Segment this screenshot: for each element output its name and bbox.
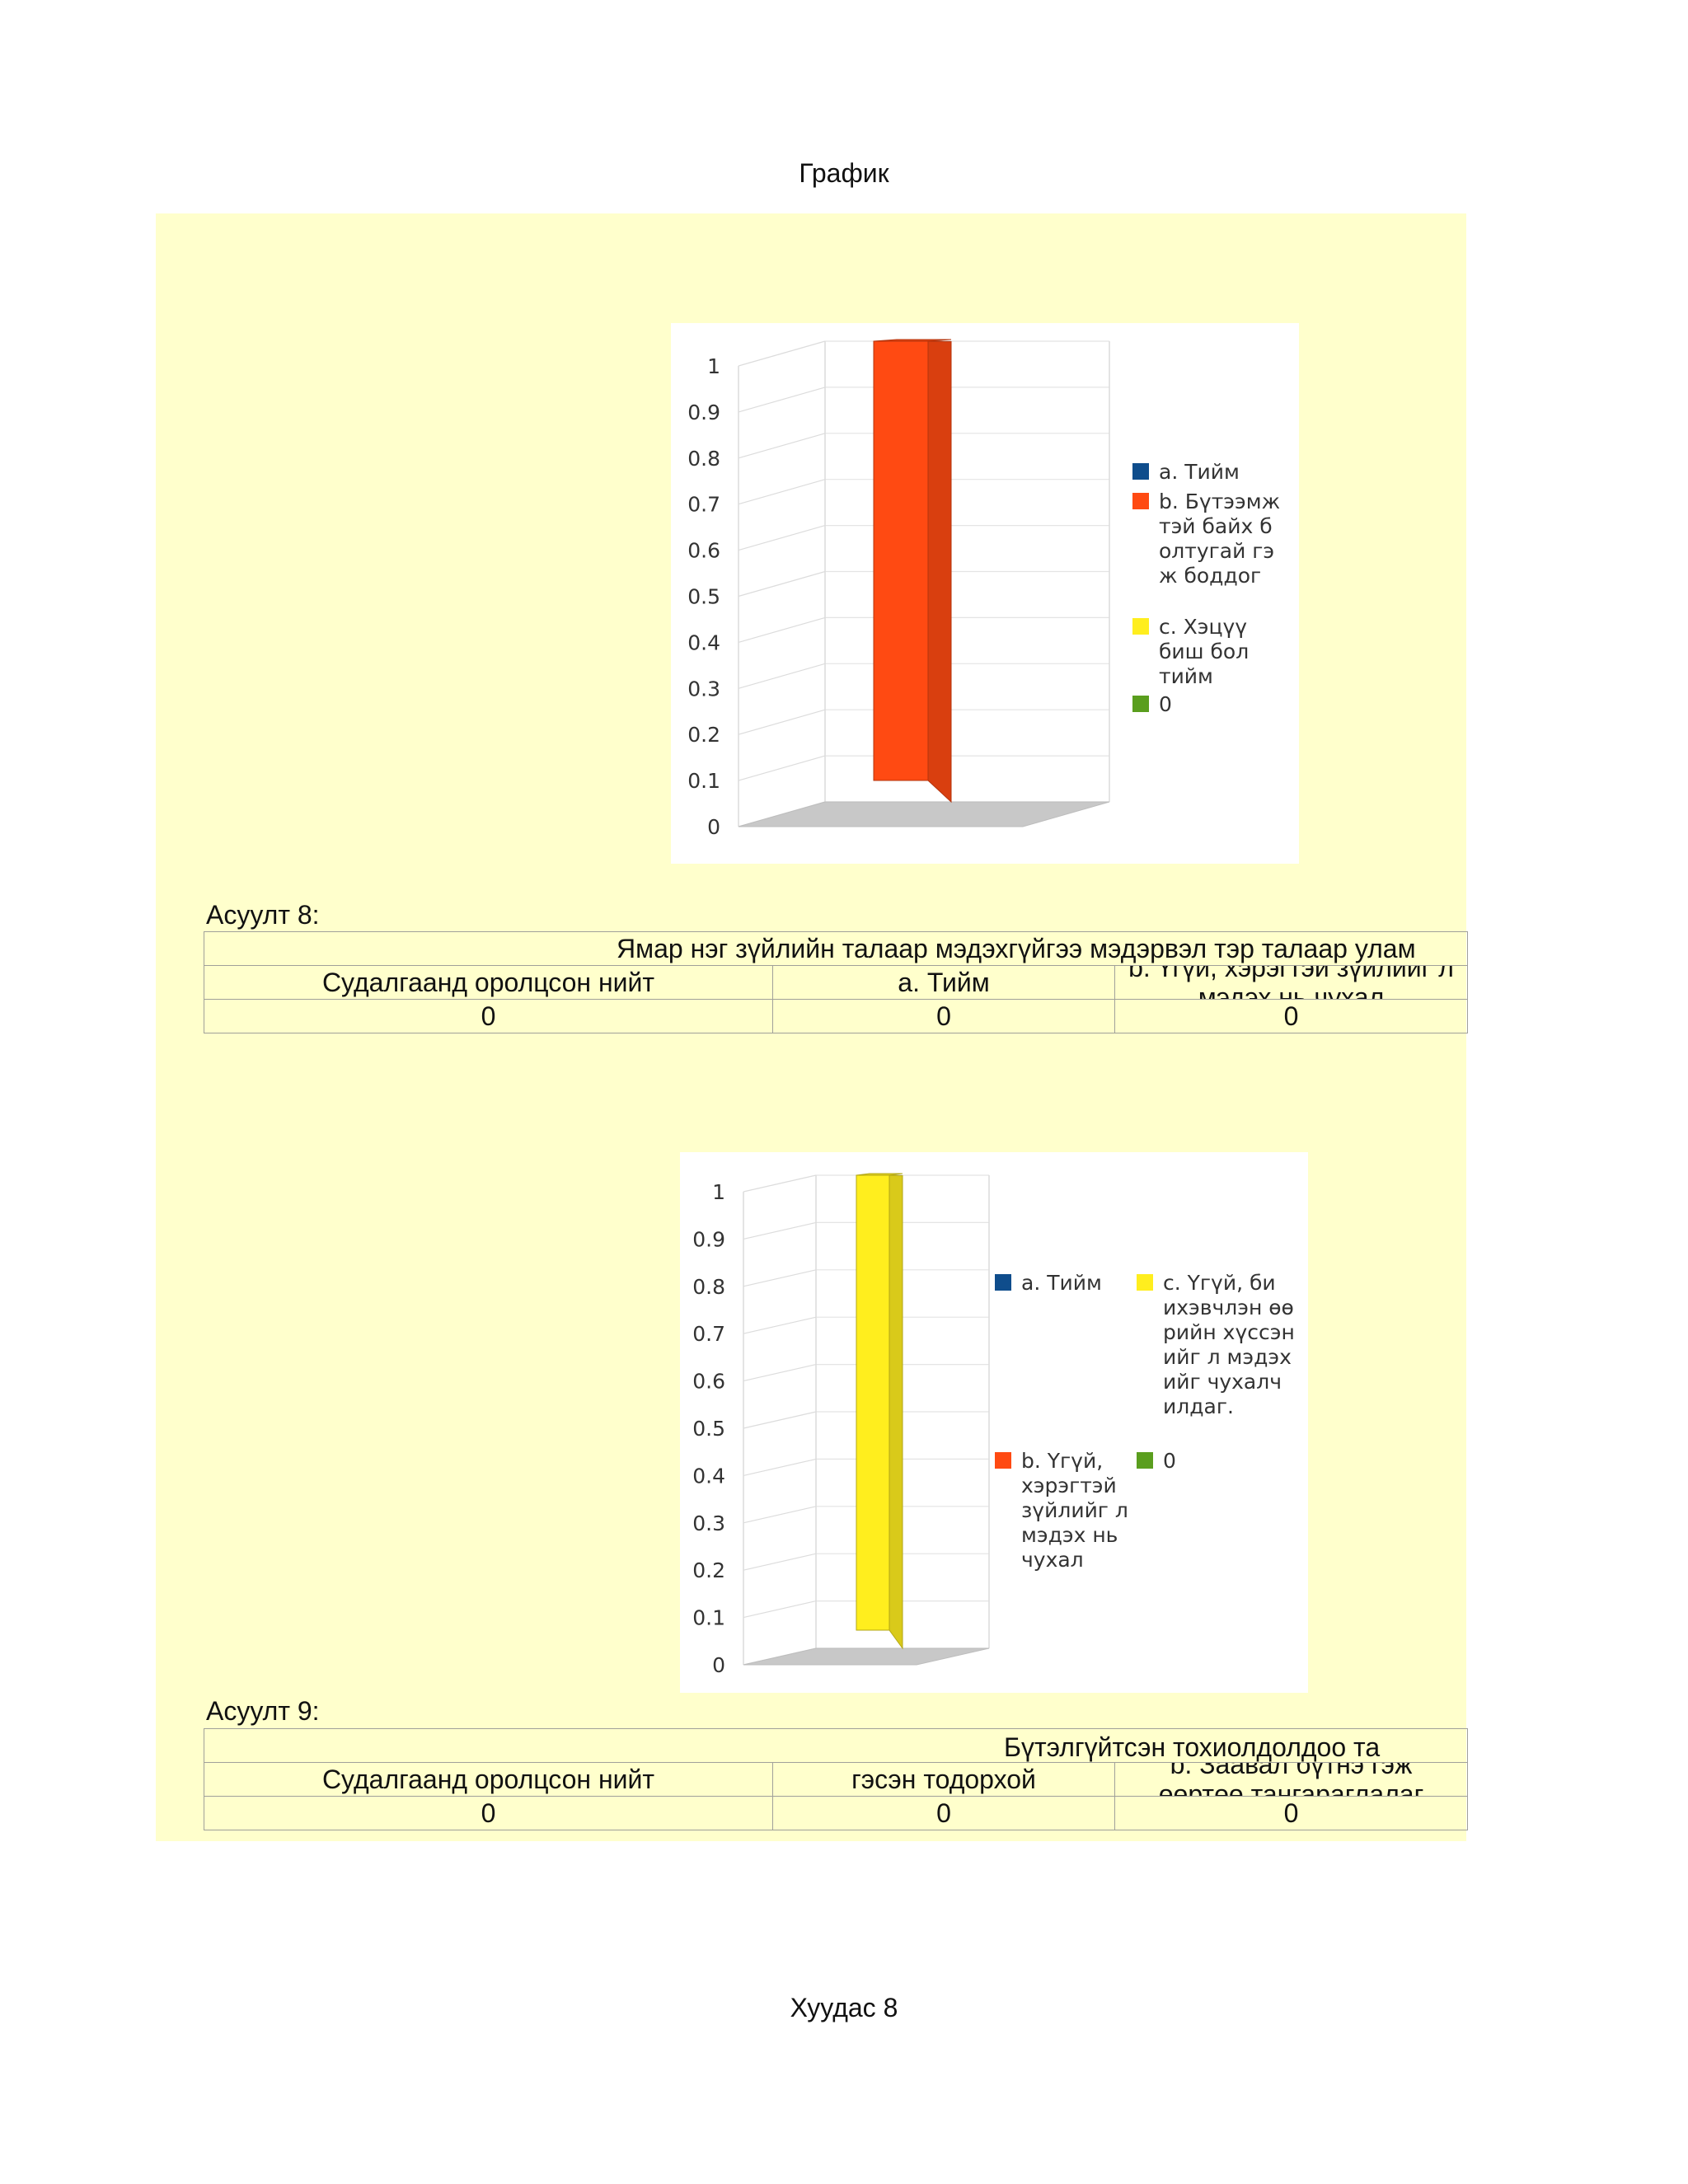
legend-swatch-yellow bbox=[1137, 1274, 1153, 1291]
question-8-label: Асуулт 8: bbox=[206, 900, 320, 930]
legend-swatch-blue bbox=[1132, 463, 1149, 480]
chart-2: 0 0.1 0.2 0.3 0.4 0.5 0.6 0.7 0.8 0.9 1 а. Тийм b.… bbox=[680, 1152, 1308, 1693]
gridline-diagonal bbox=[738, 525, 826, 551]
legend-swatch-yellow bbox=[1132, 618, 1149, 635]
legend-swatch-green bbox=[1137, 1452, 1153, 1469]
question-8-table: Ямар нэг зүйлийн талаар мэдэхгүйгээ мэдэ… bbox=[203, 931, 1469, 1033]
table-col-header: а. Тийм bbox=[772, 965, 1115, 1000]
table-cell: 0 bbox=[204, 999, 773, 1033]
y-tick-label: 1 bbox=[712, 1180, 725, 1204]
question-9-table: Бүтэлгүйтсэн тохиолдолдоо та Судалгаанд … bbox=[203, 1728, 1469, 1830]
y-tick-label: 1 bbox=[707, 354, 720, 378]
legend-label: b. Үгүй, хэрэгтэй зүйлийг л мэдэх нь чух… bbox=[1021, 1449, 1128, 1572]
gridline-diagonal bbox=[738, 755, 826, 781]
legend-swatch-orange bbox=[995, 1452, 1011, 1469]
table-header-question: Бүтэлгүйтсэн тохиолдолдоо та bbox=[203, 1728, 1469, 1763]
table-cell: 0 bbox=[1114, 1796, 1469, 1830]
y-tick-label: 0.1 bbox=[687, 769, 720, 793]
table-header-question: Ямар нэг зүйлийн талаар мэдэхгүйгээ мэдэ… bbox=[203, 931, 1469, 966]
y-tick-label: 0.1 bbox=[692, 1606, 725, 1630]
y-tick-label: 0.7 bbox=[687, 493, 720, 517]
legend-label: c. Хэцүү биш бол тийм bbox=[1159, 615, 1250, 688]
legend-label: c. Үгүй, би ихэвчлэн өөрийн хүссэнийг л … bbox=[1163, 1271, 1295, 1418]
table-col-header: b. Заавал бүтнэ гэж өөртөө тангараглалаг bbox=[1114, 1762, 1469, 1797]
table-cell: 0 bbox=[772, 999, 1115, 1033]
table-col-header: Судалгаанд оролцсон нийт bbox=[204, 1762, 773, 1797]
table-cell: 0 bbox=[772, 1796, 1115, 1830]
table-col-header: b. Үгүй, хэрэгтэй зүйлийг л мэдэх нь чух… bbox=[1114, 965, 1469, 1000]
bar-front bbox=[873, 340, 929, 781]
y-tick-label: 0.8 bbox=[687, 447, 720, 471]
y-tick-label: 0.7 bbox=[692, 1322, 725, 1346]
legend-label: b. Бүтээмжтэй байх болтугай гэж боддог bbox=[1159, 490, 1281, 588]
gridline-diagonal bbox=[743, 1458, 817, 1476]
y-tick-label: 0.8 bbox=[692, 1275, 725, 1299]
chart-floor bbox=[738, 801, 1110, 827]
bar-top bbox=[873, 339, 952, 342]
legend-label: а. Тийм bbox=[1021, 1271, 1102, 1295]
y-tick-label: 0.6 bbox=[687, 539, 720, 563]
gridline-diagonal bbox=[738, 433, 826, 459]
table-cell: 0 bbox=[204, 1796, 773, 1830]
gridline-diagonal bbox=[743, 1174, 817, 1193]
y-tick-label: 0.2 bbox=[687, 723, 720, 747]
gridline-diagonal bbox=[743, 1601, 817, 1619]
legend-swatch-blue bbox=[995, 1274, 1011, 1291]
y-tick-label: 0.6 bbox=[692, 1370, 725, 1394]
bar-side bbox=[889, 1174, 903, 1650]
y-tick-label: 0.4 bbox=[687, 630, 720, 654]
gridline-diagonal bbox=[743, 1221, 817, 1240]
gridline-diagonal bbox=[743, 1553, 817, 1571]
y-tick-label: 0.4 bbox=[692, 1464, 725, 1488]
legend-swatch-orange bbox=[1132, 493, 1149, 509]
legend-label: 0 bbox=[1159, 692, 1172, 716]
page-header-title: График bbox=[799, 158, 889, 188]
bar-side bbox=[927, 340, 952, 804]
table-cell: 0 bbox=[1114, 999, 1469, 1033]
chart-floor bbox=[743, 1647, 990, 1666]
gridline-diagonal bbox=[743, 1316, 817, 1334]
gridline-diagonal bbox=[743, 1364, 817, 1382]
page-footer: Хуудас 8 bbox=[790, 1993, 898, 2022]
y-tick-label: 0.9 bbox=[687, 401, 720, 424]
gridline-diagonal bbox=[738, 709, 826, 735]
gridline-diagonal bbox=[743, 1506, 817, 1524]
chart-2-plot: 0 0.1 0.2 0.3 0.4 0.5 0.6 0.7 0.8 0.9 1 bbox=[692, 1173, 990, 1677]
y-tick-label: 0.5 bbox=[692, 1417, 725, 1441]
table-col-header: гэсэн тодорхой bbox=[772, 1762, 1115, 1797]
y-tick-label: 0.9 bbox=[692, 1227, 725, 1251]
gridline-diagonal bbox=[738, 479, 826, 505]
legend-label: 0 bbox=[1163, 1449, 1176, 1473]
bar-top bbox=[856, 1173, 903, 1176]
legend-label: а. Тийм bbox=[1159, 460, 1240, 484]
gridline-diagonal bbox=[738, 570, 826, 598]
y-tick-label: 0 bbox=[712, 1653, 725, 1677]
table-col-header: Судалгаанд оролцсон нийт bbox=[204, 965, 773, 1000]
gridline-diagonal bbox=[738, 616, 826, 643]
chart-1: 0 0.1 0.2 0.3 0.4 0.5 0.6 0.7 0.8 0.9 1 а. Тийм b.… bbox=[671, 323, 1299, 864]
y-tick-label: 0.3 bbox=[687, 677, 720, 701]
y-tick-label: 0.2 bbox=[692, 1558, 725, 1582]
gridline-diagonal bbox=[738, 663, 826, 689]
bar-front bbox=[856, 1174, 890, 1631]
chart-1-legend: а. Тийм b. Бүтээмжтэй байх болтугай гэж … bbox=[1132, 460, 1297, 724]
chart-1-plot: 0 0.1 0.2 0.3 0.4 0.5 0.6 0.7 0.8 0.9 1 bbox=[687, 339, 1110, 839]
question-9-label: Асуулт 9: bbox=[206, 1696, 320, 1726]
y-tick-label: 0.3 bbox=[692, 1511, 725, 1535]
chart-2-legend: а. Тийм b. Үгүй, хэрэгтэй зүйлийг л мэдэ… bbox=[995, 1271, 1308, 1572]
legend-swatch-green bbox=[1132, 696, 1149, 712]
y-tick-label: 0 bbox=[707, 815, 720, 839]
gridline-diagonal bbox=[738, 387, 826, 413]
y-tick-label: 0.5 bbox=[687, 585, 720, 609]
gridline-diagonal bbox=[743, 1411, 817, 1429]
gridline-diagonal bbox=[743, 1269, 817, 1287]
gridline-diagonal bbox=[738, 340, 826, 367]
